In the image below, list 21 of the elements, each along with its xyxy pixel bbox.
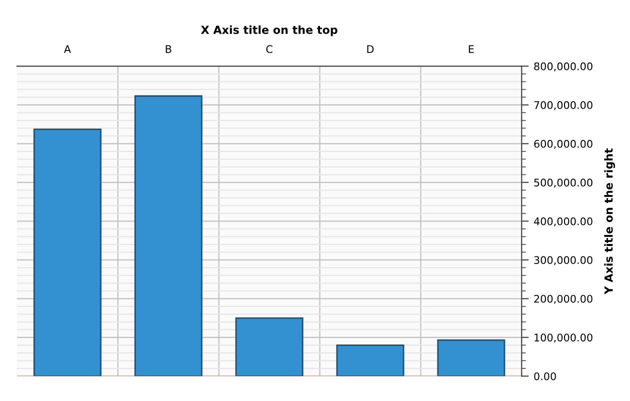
y-tick-label: 300,000.00 [534, 256, 592, 266]
x-tick-label: E [468, 45, 474, 53]
bar [235, 317, 304, 376]
x-tick-label: B [166, 45, 172, 53]
bar [33, 128, 102, 376]
y-tick-label: 100,000.00 [534, 334, 592, 343]
bar [336, 344, 404, 376]
y-tick-label: 700,000.00 [534, 101, 592, 110]
x-tick-label: D [367, 45, 374, 53]
y-axis-title: Y Axis title on the right [604, 148, 616, 294]
x-axis-title: X Axis title on the top [201, 25, 338, 36]
y-tick-label: 400,000.00 [534, 217, 592, 226]
y-tick-label: 800,000.00 [534, 62, 592, 72]
bar [134, 95, 202, 376]
x-tick-label: A [64, 45, 71, 53]
y-tick-label: 0.00 [534, 372, 556, 380]
y-tick-label: 500,000.00 [534, 178, 592, 188]
x-tick-label: C [266, 45, 272, 54]
y-tick-label: 600,000.00 [534, 140, 592, 149]
bar [437, 339, 506, 376]
y-tick-label: 200,000.00 [534, 294, 592, 304]
